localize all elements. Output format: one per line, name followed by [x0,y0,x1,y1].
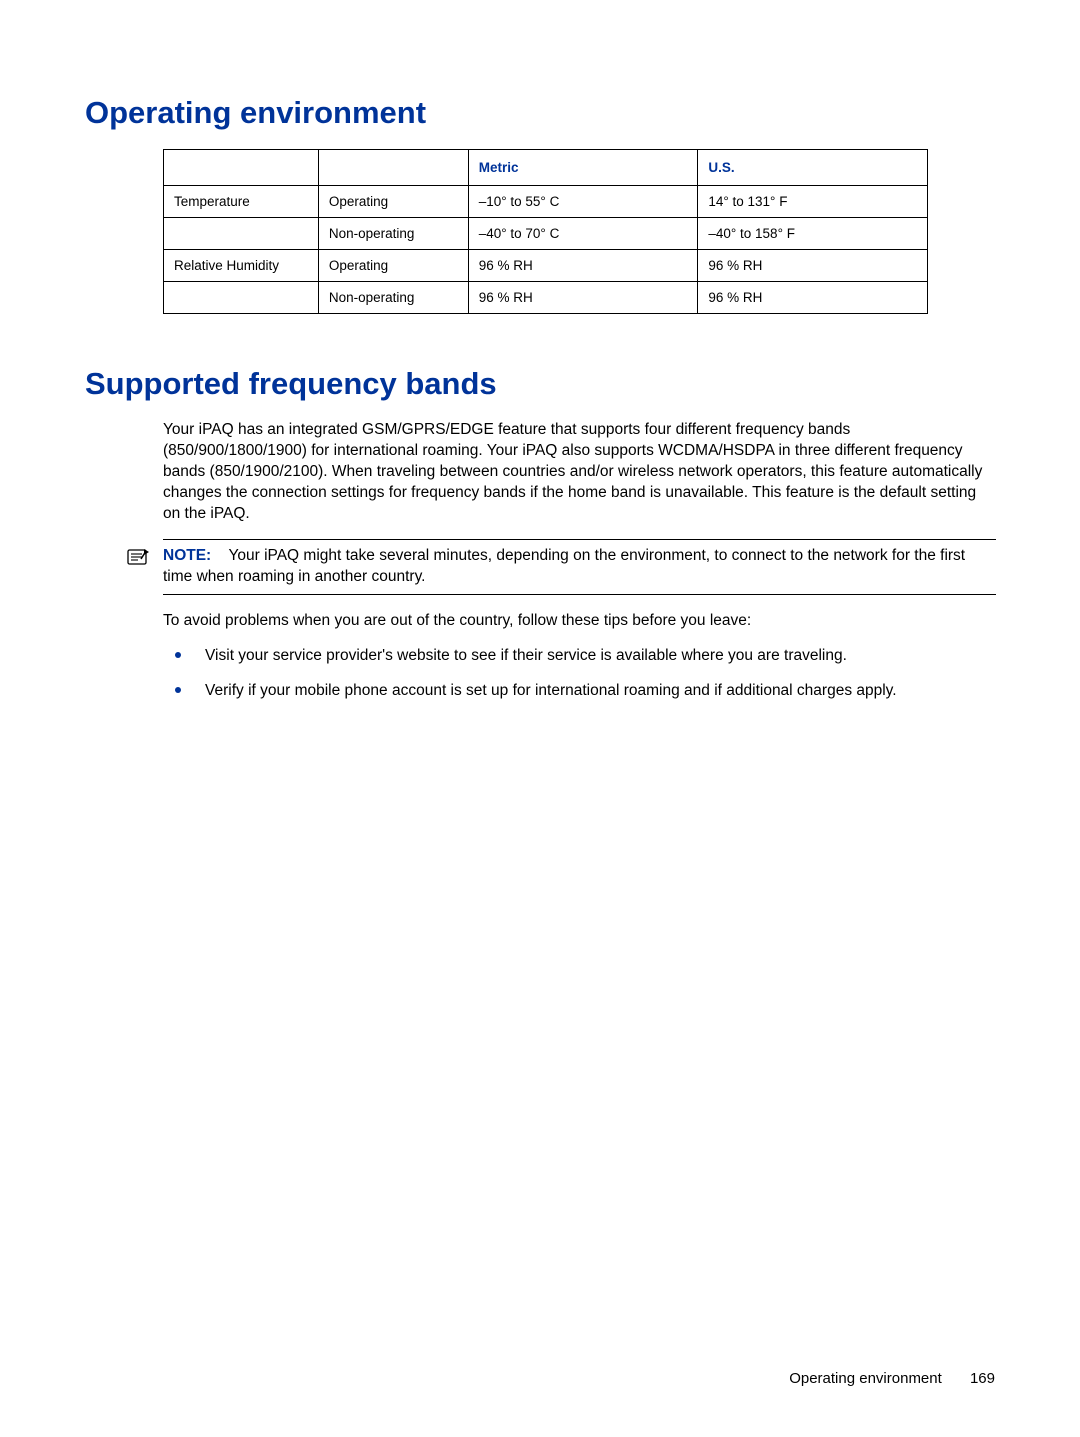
footer-section-title: Operating environment [789,1370,942,1387]
bullet-icon [175,687,181,693]
table-header-cell: Metric [468,150,698,186]
bullet-icon [175,652,181,658]
note-icon [127,547,151,567]
table-cell [164,218,319,250]
note-label: NOTE: [163,547,211,564]
list-item: Visit your service provider's website to… [163,646,996,667]
section-supported-frequency-bands: Supported frequency bands Your iPAQ has … [85,366,995,702]
heading-supported-frequency-bands: Supported frequency bands [85,366,995,402]
document-page: Operating environment Metric U.S. Temper… [0,0,1080,1437]
table-cell: –10° to 55° C [468,186,698,218]
note-body: Your iPAQ might take several minutes, de… [163,547,965,585]
table-cell: Temperature [164,186,319,218]
table-row: Temperature Operating –10° to 55° C 14° … [164,186,928,218]
table-cell: 96 % RH [468,250,698,282]
frequency-bands-paragraph: Your iPAQ has an integrated GSM/GPRS/EDG… [163,420,996,525]
table-cell: –40° to 70° C [468,218,698,250]
table-cell [164,282,319,314]
operating-environment-table: Metric U.S. Temperature Operating –10° t… [163,149,928,314]
table-header-cell [164,150,319,186]
footer-page-number: 169 [970,1370,995,1387]
note-text [216,547,229,564]
table-cell: 14° to 131° F [698,186,928,218]
tips-list: Visit your service provider's website to… [163,646,996,702]
table-header-row: Metric U.S. [164,150,928,186]
table-cell: Non-operating [318,282,468,314]
table-cell: 96 % RH [698,282,928,314]
list-item: Verify if your mobile phone account is s… [163,681,996,702]
list-item-text: Visit your service provider's website to… [205,647,847,664]
table-cell: 96 % RH [698,250,928,282]
tips-intro: To avoid problems when you are out of th… [163,611,996,632]
list-item-text: Verify if your mobile phone account is s… [205,682,897,699]
table-cell: 96 % RH [468,282,698,314]
table-header-cell [318,150,468,186]
table-cell: –40° to 158° F [698,218,928,250]
table-cell: Non-operating [318,218,468,250]
note-block: NOTE: Your iPAQ might take several minut… [163,539,996,596]
table-row: Non-operating 96 % RH 96 % RH [164,282,928,314]
table-header-cell: U.S. [698,150,928,186]
table-cell: Relative Humidity [164,250,319,282]
heading-operating-environment: Operating environment [85,95,995,131]
table-row: Non-operating –40° to 70° C –40° to 158°… [164,218,928,250]
table-cell: Operating [318,186,468,218]
table-cell: Operating [318,250,468,282]
table-row: Relative Humidity Operating 96 % RH 96 %… [164,250,928,282]
page-footer: Operating environment 169 [789,1370,995,1387]
